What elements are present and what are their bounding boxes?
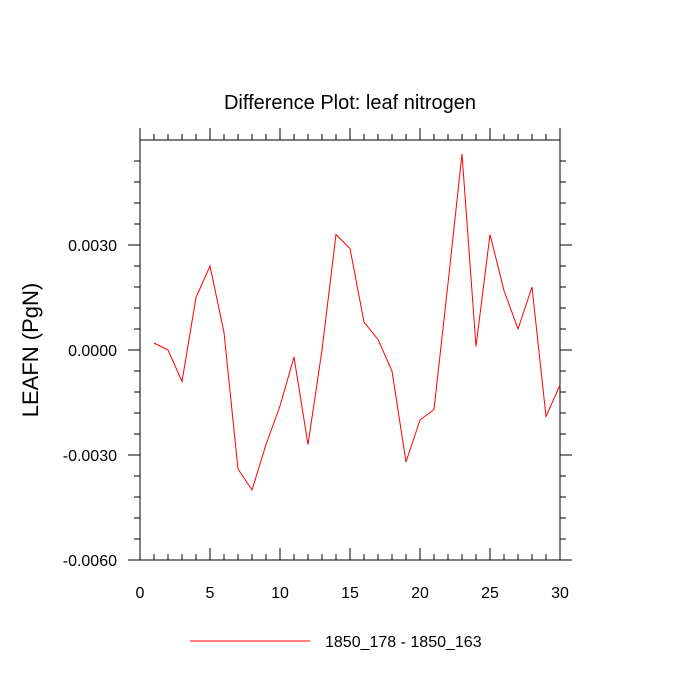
chart-title: Difference Plot: leaf nitrogen bbox=[224, 92, 476, 114]
y-tick-label: -0.0030 bbox=[63, 448, 117, 465]
legend-label: 1850_178 - 1850_163 bbox=[325, 634, 482, 651]
axis-ticks bbox=[128, 128, 572, 561]
y-tick-label: 0.0030 bbox=[68, 238, 117, 255]
y-tick-label: 0.0000 bbox=[68, 343, 117, 360]
series-group bbox=[153, 153, 561, 492]
x-tick-label: 20 bbox=[411, 585, 429, 602]
y-tick-label: -0.0060 bbox=[63, 553, 117, 570]
x-tick-label: 25 bbox=[481, 585, 499, 602]
tick-labels: 0 5 10 15 20 25 30 -0.0060 -0.0030 0.0000 0.0030 bbox=[63, 238, 569, 602]
y-axis-label: LEAFN (PgN) bbox=[18, 283, 43, 417]
x-tick-label: 10 bbox=[271, 585, 289, 602]
x-tick-label: 0 bbox=[136, 585, 145, 602]
legend: 1850_178 - 1850_163 bbox=[190, 634, 482, 651]
plot-frame bbox=[139, 139, 561, 561]
x-tick-label: 30 bbox=[551, 585, 569, 602]
x-tick-label: 15 bbox=[341, 585, 359, 602]
series-line-0 bbox=[153, 153, 561, 492]
x-tick-label: 5 bbox=[206, 585, 215, 602]
